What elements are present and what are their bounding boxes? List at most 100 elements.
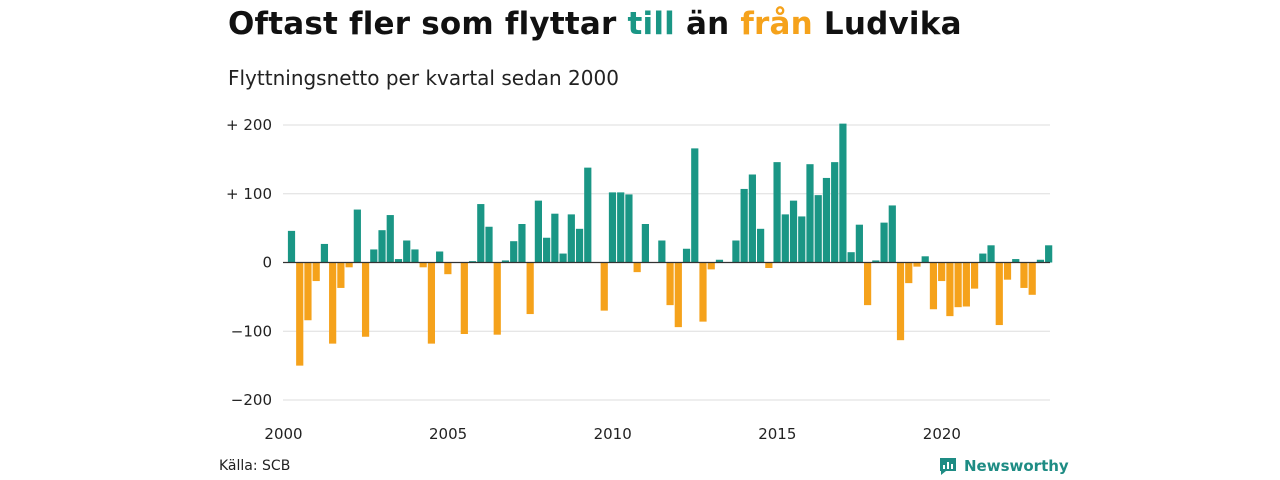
bar <box>477 204 485 263</box>
bar <box>559 253 567 263</box>
bar <box>633 262 641 273</box>
x-tick-label: 2005 <box>429 425 467 443</box>
bar <box>378 230 386 263</box>
bar <box>485 226 493 263</box>
bar <box>329 262 337 344</box>
bar <box>287 230 296 263</box>
bar <box>345 262 353 268</box>
bar <box>855 224 863 263</box>
bar <box>600 262 608 311</box>
bar <box>534 200 542 263</box>
brand-name: Newsworthy <box>964 457 1069 475</box>
bar <box>896 262 905 341</box>
bar <box>814 195 822 263</box>
bar <box>732 240 740 263</box>
bar-chart: + 200 + 100 0 −100 −200 2000 2005 2010 2015 2020 <box>226 116 1053 443</box>
bar <box>337 262 345 288</box>
grid-layer <box>283 124 1050 401</box>
bar <box>510 241 518 263</box>
bar <box>707 262 715 270</box>
bar <box>682 248 691 263</box>
bar <box>740 188 748 263</box>
bar <box>666 262 674 306</box>
bar <box>361 262 370 337</box>
bar <box>444 262 452 275</box>
title-word-in: till <box>627 6 675 42</box>
bar <box>584 167 592 263</box>
bar <box>625 194 633 263</box>
bar <box>493 262 501 335</box>
bar <box>1012 259 1020 263</box>
bar <box>567 214 575 263</box>
bar <box>312 262 320 282</box>
bar <box>798 216 806 263</box>
bar <box>394 259 403 263</box>
bar <box>831 162 839 263</box>
bar <box>765 262 773 268</box>
bar <box>1020 262 1028 288</box>
bar <box>880 222 888 263</box>
bar <box>921 256 929 263</box>
bar <box>822 177 831 263</box>
bar <box>872 260 880 263</box>
bar <box>370 249 378 263</box>
y-tick-label: −100 <box>231 322 272 340</box>
bar <box>320 243 329 263</box>
bar <box>386 215 394 263</box>
bar <box>781 214 789 263</box>
bar <box>699 262 707 322</box>
bar <box>691 148 699 263</box>
bar <box>773 162 781 263</box>
axis-layer: + 200 + 100 0 −100 −200 2000 2005 2010 2015 2020 <box>226 116 1050 443</box>
bar <box>518 224 526 263</box>
bar <box>789 200 798 263</box>
bar <box>905 262 913 284</box>
bar <box>436 251 444 263</box>
bar <box>970 262 979 289</box>
bar <box>460 262 468 334</box>
bar <box>608 192 617 263</box>
y-tick-label: 0 <box>262 254 272 272</box>
bar <box>468 261 477 263</box>
bar <box>658 240 666 263</box>
title-part-3: Ludvika <box>812 6 962 42</box>
bar <box>748 174 756 263</box>
brand-logo: Newsworthy <box>938 456 1069 476</box>
bar <box>1028 262 1036 295</box>
bar <box>419 262 427 268</box>
bar <box>839 123 847 263</box>
bar <box>913 262 921 267</box>
bar <box>715 259 724 263</box>
y-tick-label: + 200 <box>226 116 272 134</box>
chart-subtitle: Flyttningsnetto per kvartal sedan 2000 <box>228 66 619 90</box>
title-word-out: från <box>740 6 813 42</box>
title-part-2: än <box>674 6 741 42</box>
bar <box>954 262 962 308</box>
newsworthy-logo-icon <box>940 458 956 475</box>
bar <box>979 253 987 263</box>
title-part-1: Oftast fler som flyttar <box>228 6 628 42</box>
bar <box>1003 262 1012 280</box>
source-note: Källa: SCB <box>219 458 291 474</box>
bar <box>757 228 765 263</box>
bar <box>304 262 312 321</box>
bar <box>617 192 625 263</box>
bar <box>641 224 649 263</box>
bar <box>1045 245 1053 263</box>
bar <box>987 245 995 263</box>
bar <box>847 252 855 263</box>
x-tick-label: 2015 <box>758 425 796 443</box>
bar <box>296 262 304 366</box>
x-tick-label: 2000 <box>264 425 302 443</box>
bar <box>1036 259 1045 263</box>
bar <box>501 260 510 263</box>
bar <box>888 205 896 263</box>
y-tick-label: + 100 <box>226 185 272 203</box>
x-tick-label: 2020 <box>923 425 961 443</box>
bar <box>411 249 419 263</box>
bar <box>864 262 872 306</box>
bar <box>551 213 559 263</box>
bar <box>962 262 970 307</box>
x-tick-label: 2010 <box>594 425 632 443</box>
bar <box>403 240 411 263</box>
